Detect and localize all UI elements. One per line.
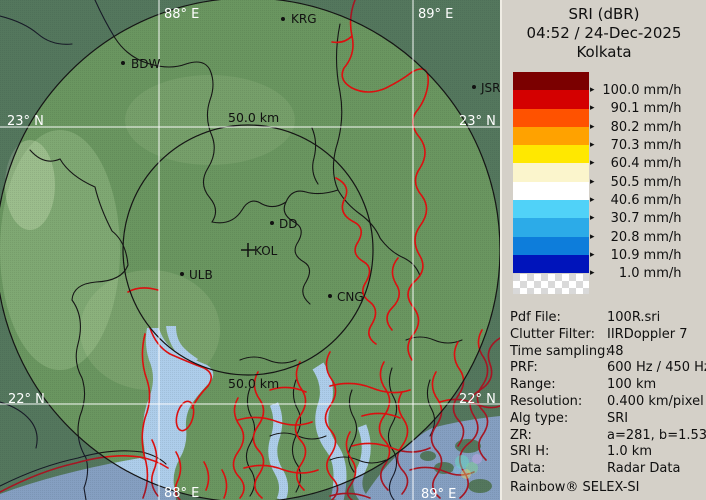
metadata-row: ZR: a=281, b=1.53 [510, 427, 706, 443]
legend-row: ▸ 20.8 mm/h [590, 229, 682, 245]
legend-row: ▸ 40.6 mm/h [590, 192, 682, 208]
legend-arrow-icon: ▸ [590, 177, 595, 187]
legend-band [513, 200, 589, 219]
lat-label-22-right: 22° N [459, 392, 496, 407]
legend-arrow-icon: ▸ [590, 103, 595, 113]
range-label-bottom: 50.0 km [228, 376, 279, 391]
place-label-jsr: JSR [480, 81, 500, 95]
legend-band [513, 181, 589, 201]
legend-row: ▸ 1.0 mm/h [590, 265, 682, 281]
legend-row: ▸ 50.5 mm/h [590, 174, 682, 190]
lon-label-88-top: 88° E [164, 7, 199, 22]
legend-band [513, 236, 589, 255]
lon-label-89-top: 89° E [418, 7, 453, 22]
coordinate-grid [0, 0, 500, 500]
metadata-row: SRI H: 1.0 km [510, 444, 652, 460]
legend-arrow-icon: ▸ [590, 158, 595, 168]
legend-band [513, 163, 589, 182]
place-markers: KRG BDW JSR DD ULB CNG KOL [121, 12, 501, 304]
radar-map-canvas: 88° E 89° E 88° E 89° E 23° N 23° N 22° … [0, 0, 501, 500]
metadata-row: Clutter Filter: IIRDoppler 7 [510, 326, 688, 342]
place-label-dd: DD [279, 217, 297, 231]
place-label-kol: KOL [254, 244, 278, 258]
range-ring-labels: 50.0 km 50.0 km [228, 110, 279, 391]
legend-row: ▸ 80.2 mm/h [590, 119, 682, 135]
radar-site-cross-icon [241, 243, 255, 257]
panel-title: SRI (dBR) 04:52 / 24-Dec-2025 Kolkata [502, 5, 706, 62]
metadata-row: Pdf File: 100R.sri [510, 310, 661, 325]
software-brand-label: Rainbow® SELEX-SI [510, 480, 640, 495]
out-of-range-dim-overlay [0, 0, 501, 500]
place-label-ulb: ULB [189, 268, 213, 282]
legend-row: ▸ 10.9 mm/h [590, 247, 682, 263]
scan-metadata: Pdf File: 100R.sri Clutter Filter: IIRDopp… [510, 310, 706, 478]
legend-arrow-icon: ▸ [590, 232, 595, 242]
place-label-cng: CNG [337, 290, 364, 304]
metadata-row: Data: Radar Data [510, 461, 681, 477]
legend-row: ▸ 30.7 mm/h [590, 210, 682, 226]
legend-band [513, 90, 589, 109]
legend-band [513, 72, 589, 91]
metadata-row: Time sampling: 48 [510, 343, 624, 359]
product-title: SRI (dBR) [568, 5, 640, 23]
radar-site-name: Kolkata [576, 43, 632, 61]
legend-band [513, 145, 589, 164]
metadata-row: PRF: 600 Hz / 450 Hz [510, 360, 706, 376]
legend-row: ▸ 90.1 mm/h [590, 100, 682, 116]
metadata-row: Alg type: SRI [510, 410, 629, 426]
legend-row: ▸ 60.4 mm/h [590, 155, 682, 171]
metadata-row: Resolution: 0.400 km/pixel [510, 393, 704, 409]
lon-label-89-bottom: 89° E [421, 487, 456, 500]
legend-band [513, 108, 589, 127]
legend-row: ▸ 100.0 mm/h [590, 82, 682, 98]
legend-arrow-icon: ▸ [590, 195, 595, 205]
radar-map[interactable]: 88° E 89° E 88° E 89° E 23° N 23° N 22° … [0, 0, 501, 500]
info-panel: SRI (dBR) 04:52 / 24-Dec-2025 Kolkata ▸ 1… [500, 0, 706, 500]
legend-band [513, 218, 589, 237]
lat-label-23-right: 23° N [459, 114, 496, 129]
legend-arrow-icon: ▸ [590, 140, 595, 150]
legend-band [513, 126, 589, 146]
coordinate-labels: 88° E 89° E 88° E 89° E 23° N 23° N 22° … [7, 7, 496, 500]
legend-no-data-swatch [513, 274, 589, 294]
scan-timestamp: 04:52 / 24-Dec-2025 [526, 24, 682, 42]
lat-label-22-left: 22° N [8, 392, 45, 407]
legend-color-bar [513, 72, 589, 274]
legend-arrow-icon: ▸ [590, 213, 595, 223]
place-label-krg: KRG [291, 12, 317, 26]
range-label-top: 50.0 km [228, 110, 279, 125]
lon-label-88-bottom: 88° E [164, 486, 199, 500]
precipitation-echo-blob [453, 454, 482, 479]
place-label-bdw: BDW [131, 57, 160, 71]
legend-row: ▸ 70.3 mm/h [590, 137, 682, 153]
legend-band [513, 254, 589, 274]
legend-arrow-icon: ▸ [590, 250, 595, 260]
legend-arrow-icon: ▸ [590, 122, 595, 132]
legend-arrow-icon: ▸ [590, 85, 595, 95]
metadata-row: Range: 100 km [510, 377, 657, 393]
legend-arrow-icon: ▸ [590, 268, 595, 278]
lat-label-23-left: 23° N [7, 114, 44, 129]
